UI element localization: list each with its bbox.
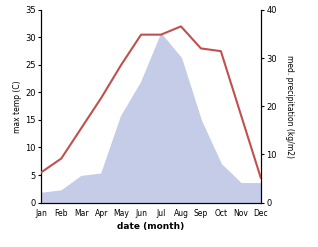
- Y-axis label: med. precipitation (kg/m2): med. precipitation (kg/m2): [285, 55, 294, 158]
- Y-axis label: max temp (C): max temp (C): [13, 80, 22, 133]
- X-axis label: date (month): date (month): [117, 222, 185, 231]
